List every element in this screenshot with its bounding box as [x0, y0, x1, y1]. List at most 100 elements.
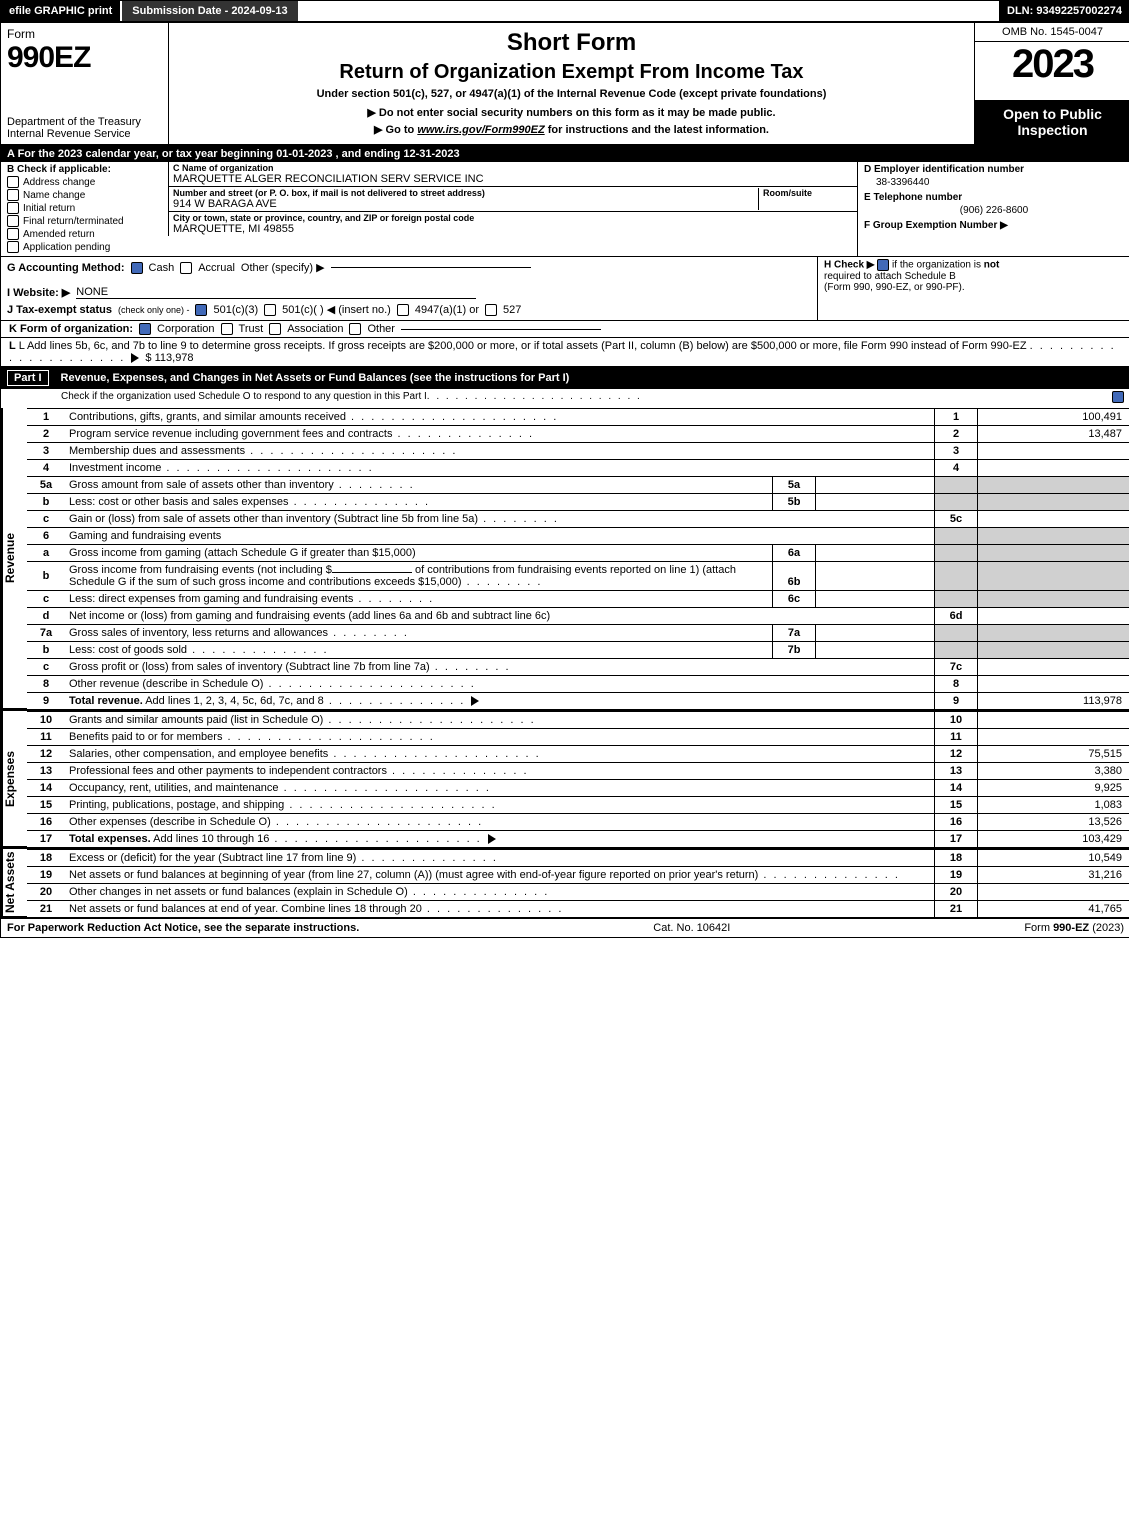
- line-6: 6 Gaming and fundraising events: [27, 528, 1129, 545]
- part-1-title: Revenue, Expenses, and Changes in Net As…: [61, 372, 570, 384]
- line-6c: c Less: direct expenses from gaming and …: [27, 591, 1129, 608]
- netassets-vlabel: Net Assets: [1, 849, 27, 917]
- under-section: Under section 501(c), 527, or 4947(a)(1)…: [177, 88, 966, 100]
- ein-value: 38-3396440: [864, 175, 1124, 192]
- col-b-checkboxes: B Check if applicable: Address change Na…: [1, 162, 168, 256]
- val-4: [978, 460, 1129, 477]
- line-13: 13 Professional fees and other payments …: [27, 763, 1129, 780]
- line-10: 10 Grants and similar amounts paid (list…: [27, 712, 1129, 729]
- chk-address-change[interactable]: Address change: [7, 176, 162, 188]
- row-gh: G Accounting Method: Cash Accrual Other …: [1, 257, 1129, 321]
- dln-label: DLN: 93492257002274: [999, 1, 1129, 21]
- chk-schedule-o[interactable]: [1112, 391, 1124, 403]
- val-6c: [816, 591, 935, 608]
- val-9: 113,978: [978, 693, 1129, 710]
- val-6d: [978, 608, 1129, 625]
- phone-value: (906) 226-8600: [864, 203, 1124, 220]
- header-center: Short Form Return of Organization Exempt…: [169, 23, 974, 144]
- line-18: 18 Excess or (deficit) for the year (Sub…: [27, 850, 1129, 867]
- omb-number: OMB No. 1545-0047: [975, 23, 1129, 42]
- line-8: 8 Other revenue (describe in Schedule O)…: [27, 676, 1129, 693]
- chk-h[interactable]: [877, 259, 889, 271]
- val-20: [978, 884, 1129, 901]
- goto-pre: ▶ Go to: [374, 124, 417, 136]
- val-1: 100,491: [978, 409, 1129, 426]
- val-5c: [978, 511, 1129, 528]
- line-21: 21 Net assets or fund balances at end of…: [27, 901, 1129, 918]
- city-cell: City or town, state or province, country…: [168, 212, 857, 236]
- ssn-notice: ▶ Do not enter social security numbers o…: [177, 106, 966, 119]
- expenses-section: Expenses 10 Grants and similar amounts p…: [1, 709, 1129, 847]
- val-6b: [816, 562, 935, 591]
- form-number: 990EZ: [7, 41, 162, 75]
- chk-amended-return[interactable]: Amended return: [7, 228, 162, 240]
- other-specify-line[interactable]: [331, 267, 531, 268]
- chk-other-org[interactable]: [349, 323, 361, 335]
- chk-527[interactable]: [485, 304, 497, 316]
- ein-label: D Employer identification number: [864, 164, 1124, 175]
- line-5a: 5a Gross amount from sale of assets othe…: [27, 477, 1129, 494]
- val-18: 10,549: [978, 850, 1129, 867]
- val-19: 31,216: [978, 867, 1129, 884]
- header-right: OMB No. 1545-0047 2023 Open to Public In…: [974, 23, 1129, 144]
- short-form-title: Short Form: [177, 29, 966, 57]
- line-5c: c Gain or (loss) from sale of assets oth…: [27, 511, 1129, 528]
- open-public-badge: Open to Public Inspection: [975, 100, 1129, 144]
- part-1-check-row: Check if the organization used Schedule …: [1, 389, 1129, 408]
- line-20: 20 Other changes in net assets or fund b…: [27, 884, 1129, 901]
- chk-initial-return[interactable]: Initial return: [7, 202, 162, 214]
- chk-name-change[interactable]: Name change: [7, 189, 162, 201]
- row-l: L L Add lines 5b, 6c, and 7b to line 9 t…: [1, 338, 1129, 367]
- val-8: [978, 676, 1129, 693]
- chk-cash[interactable]: [131, 262, 143, 274]
- val-7c: [978, 659, 1129, 676]
- line-4: 4 Investment income 4: [27, 460, 1129, 477]
- phone-label: E Telephone number: [864, 192, 1124, 203]
- col-c-org-info: C Name of organization MARQUETTE ALGER R…: [168, 162, 857, 256]
- j-label: J Tax-exempt status: [7, 304, 112, 316]
- row-a-tax-year: A For the 2023 calendar year, or tax yea…: [1, 146, 1129, 162]
- section-bcd: B Check if applicable: Address change Na…: [1, 162, 1129, 257]
- chk-application-pending[interactable]: Application pending: [7, 241, 162, 253]
- net-assets-section: Net Assets 18 Excess or (deficit) for th…: [1, 847, 1129, 917]
- other-org-line[interactable]: [401, 329, 601, 330]
- val-10: [978, 712, 1129, 729]
- form-container: efile GRAPHIC print Submission Date - 20…: [0, 0, 1129, 938]
- chk-501c3[interactable]: [195, 304, 207, 316]
- chk-association[interactable]: [269, 323, 281, 335]
- line-12: 12 Salaries, other compensation, and emp…: [27, 746, 1129, 763]
- chk-trust[interactable]: [221, 323, 233, 335]
- val-17: 103,429: [978, 831, 1129, 848]
- goto-notice: ▶ Go to www.irs.gov/Form990EZ for instru…: [177, 123, 966, 136]
- chk-final-return[interactable]: Final return/terminated: [7, 215, 162, 227]
- chk-accrual[interactable]: [180, 262, 192, 274]
- revenue-vlabel: Revenue: [1, 408, 27, 709]
- line-2: 2 Program service revenue including gove…: [27, 426, 1129, 443]
- line-1: 1 Contributions, gifts, grants, and simi…: [27, 409, 1129, 426]
- goto-post: for instructions and the latest informat…: [545, 124, 769, 136]
- chk-501c[interactable]: [264, 304, 276, 316]
- revenue-section: Revenue 1 Contributions, gifts, grants, …: [1, 408, 1129, 709]
- expenses-vlabel: Expenses: [1, 711, 27, 847]
- val-5a: [816, 477, 935, 494]
- val-5b: [816, 494, 935, 511]
- val-3: [978, 443, 1129, 460]
- form-page-label: Form 990-EZ (2023): [1024, 922, 1124, 934]
- row-k: K Form of organization: Corporation Trus…: [1, 321, 1129, 338]
- chk-corporation[interactable]: [139, 323, 151, 335]
- line-7b: b Less: cost of goods sold 7b: [27, 642, 1129, 659]
- val-7a: [816, 625, 935, 642]
- line-9: 9 Total revenue. Add lines 1, 2, 3, 4, 5…: [27, 693, 1129, 710]
- tax-year: 2023: [975, 42, 1129, 84]
- line-6d: d Net income or (loss) from gaming and f…: [27, 608, 1129, 625]
- form-header: Form 990EZ Department of the Treasury In…: [1, 23, 1129, 146]
- line-16: 16 Other expenses (describe in Schedule …: [27, 814, 1129, 831]
- val-16: 13,526: [978, 814, 1129, 831]
- g-label: G Accounting Method:: [7, 262, 125, 274]
- org-name: MARQUETTE ALGER RECONCILIATION SERV SERV…: [173, 173, 853, 185]
- val-21: 41,765: [978, 901, 1129, 918]
- irs-link[interactable]: www.irs.gov/Form990EZ: [417, 124, 544, 136]
- chk-4947[interactable]: [397, 304, 409, 316]
- i-label: I Website: ▶: [7, 286, 70, 299]
- street-address: 914 W BARAGA AVE: [173, 198, 758, 210]
